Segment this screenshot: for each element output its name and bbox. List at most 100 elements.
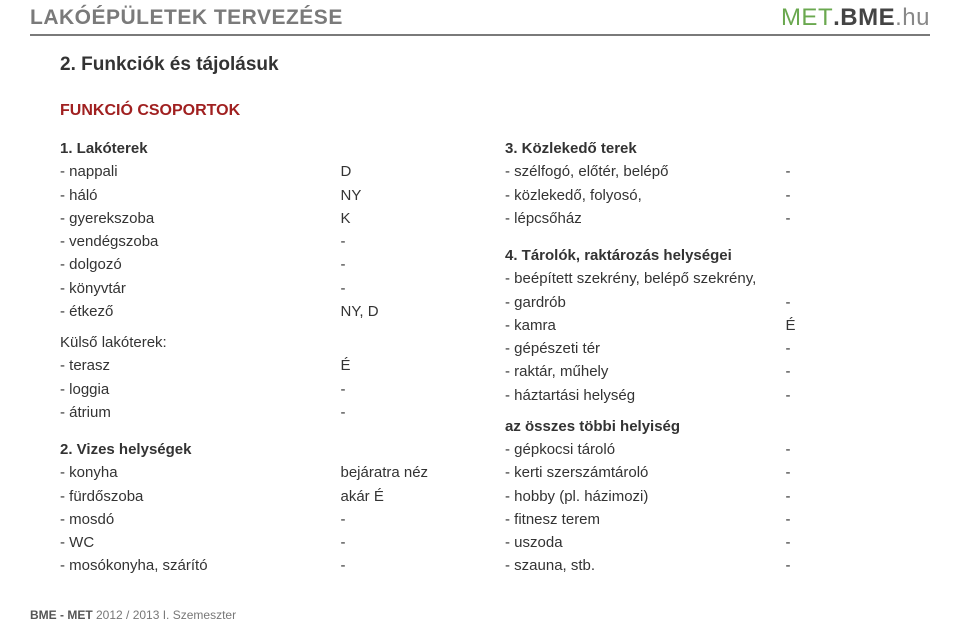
g4-item-row: - raktár, műhely- [505,360,930,383]
note-item-row: - hobby (pl. házimozi)- [505,485,930,508]
g4-item-label: - gardrób [505,291,786,314]
subtitle: 2. Funkciók és tájolásuk [60,54,279,76]
note-item-value: - [786,485,931,508]
footer-part1: BME - MET [30,608,96,622]
g3-item-label: - közlekedő, folyosó, [505,184,786,207]
g2-item-row: - fürdőszobaakár É [60,485,485,508]
g3-item-row: - lépcsőház- [505,207,930,230]
g2-item-label: - mosdó [60,508,341,531]
g2-item-label: - mosókonyha, szárító [60,554,341,577]
g1-item-row: - könyvtár- [60,277,485,300]
g2-item-value: akár É [341,485,486,508]
left-column: 1. Lakóterek - nappaliD- hálóNY- gyereks… [60,135,485,578]
note-item-row: - gépkocsi tároló- [505,438,930,461]
g4-item-value: - [786,384,931,407]
g2-item-label: - fürdőszoba [60,485,341,508]
g1-item-row: - nappaliD [60,160,485,183]
group-1-title: 1. Lakóterek [60,137,485,160]
g1b-item-label: - terasz [60,354,341,377]
g4-item-value: - [786,337,931,360]
group-3-title: 3. Közlekedő terek [505,137,930,160]
g4-item-value: - [786,291,931,314]
g4-item-row: - beépített szekrény, belépő szekrény, [505,267,930,290]
note-item-label: - kerti szerszámtároló [505,461,786,484]
g2-item-value: bejáratra néz [341,461,486,484]
g1-item-label: - gyerekszoba [60,207,341,230]
note-item-label: - szauna, stb. [505,554,786,577]
brand-logo: MET.BME.hu [781,4,930,32]
g1b-item-row: - átrium- [60,401,485,424]
group-4-title: 4. Tárolók, raktározás helységei [505,244,930,267]
note-item-value: - [786,554,931,577]
note-item-value: - [786,461,931,484]
g1-item-value: NY, D [341,300,486,323]
note-item-value: - [786,508,931,531]
g1-item-row: - gyerekszobaK [60,207,485,230]
g1-item-label: - nappali [60,160,341,183]
g1b-item-row: - loggia- [60,378,485,401]
g4-item-label: - kamra [505,314,786,337]
g1-item-label: - könyvtár [60,277,341,300]
g1-item-label: - háló [60,184,341,207]
g4-item-value: - [786,360,931,383]
g4-item-label: - háztartási helység [505,384,786,407]
g4-item-row: - kamraÉ [505,314,930,337]
group-2-title: 2. Vizes helységek [60,438,485,461]
g1-item-value: NY [341,184,486,207]
g1-item-row: - hálóNY [60,184,485,207]
g1-item-row: - étkezőNY, D [60,300,485,323]
g1-item-row: - dolgozó- [60,253,485,276]
brand-met: MET [781,4,833,31]
g1-item-value: D [341,160,486,183]
g3-item-value: - [786,184,931,207]
g1-item-row: - vendégszoba- [60,230,485,253]
note-title-val [786,415,931,438]
g1b-item-row: - teraszÉ [60,354,485,377]
g3-item-row: - szélfogó, előtér, belépő- [505,160,930,183]
g4-item-label: - gépészeti tér [505,337,786,360]
section-heading: FUNKCIÓ CSOPORTOK [60,102,240,120]
g1-item-value: - [341,253,486,276]
note-item-row: - uszoda- [505,531,930,554]
g4-item-value [786,267,931,290]
g1b-item-value: - [341,401,486,424]
note-item-row: - szauna, stb.- [505,554,930,577]
g1-item-label: - étkező [60,300,341,323]
g4-item-value: É [786,314,931,337]
g1b-item-value: É [341,354,486,377]
note-item-value: - [786,531,931,554]
note-item-row: - fitnesz terem- [505,508,930,531]
content-columns: 1. Lakóterek - nappaliD- hálóNY- gyereks… [60,135,930,578]
g3-item-label: - lépcsőház [505,207,786,230]
group-1b-title: Külső lakóterek: [60,331,485,354]
g2-item-row: - WC- [60,531,485,554]
g4-item-label: - raktár, műhely [505,360,786,383]
note-item-row: - kerti szerszámtároló- [505,461,930,484]
note-title-row: az összes többi helyiség [505,415,930,438]
brand-bme: BME [840,4,895,31]
page-title: LAKÓÉPÜLETEK TERVEZÉSE [30,6,343,30]
note-item-label: - uszoda [505,531,786,554]
note-item-label: - gépkocsi tároló [505,438,786,461]
note-item-value: - [786,438,931,461]
g3-item-value: - [786,207,931,230]
g1b-item-label: - átrium [60,401,341,424]
g3-item-value: - [786,160,931,183]
g2-item-label: - WC [60,531,341,554]
g2-item-value: - [341,554,486,577]
g1b-item-value: - [341,378,486,401]
footer: BME - MET 2012 / 2013 I. Szemeszter [30,608,236,622]
g1-item-value: - [341,230,486,253]
g1-item-value: - [341,277,486,300]
g2-item-row: - mosókonyha, szárító- [60,554,485,577]
right-column: 3. Közlekedő terek - szélfogó, előtér, b… [505,135,930,578]
g1b-item-label: - loggia [60,378,341,401]
g3-item-row: - közlekedő, folyosó,- [505,184,930,207]
note-item-label: - fitnesz terem [505,508,786,531]
title-rule [30,34,930,36]
brand-hu: .hu [895,4,930,31]
note-title: az összes többi helyiség [505,415,786,438]
g1-item-label: - vendégszoba [60,230,341,253]
g1-item-label: - dolgozó [60,253,341,276]
g4-item-row: - gardrób- [505,291,930,314]
